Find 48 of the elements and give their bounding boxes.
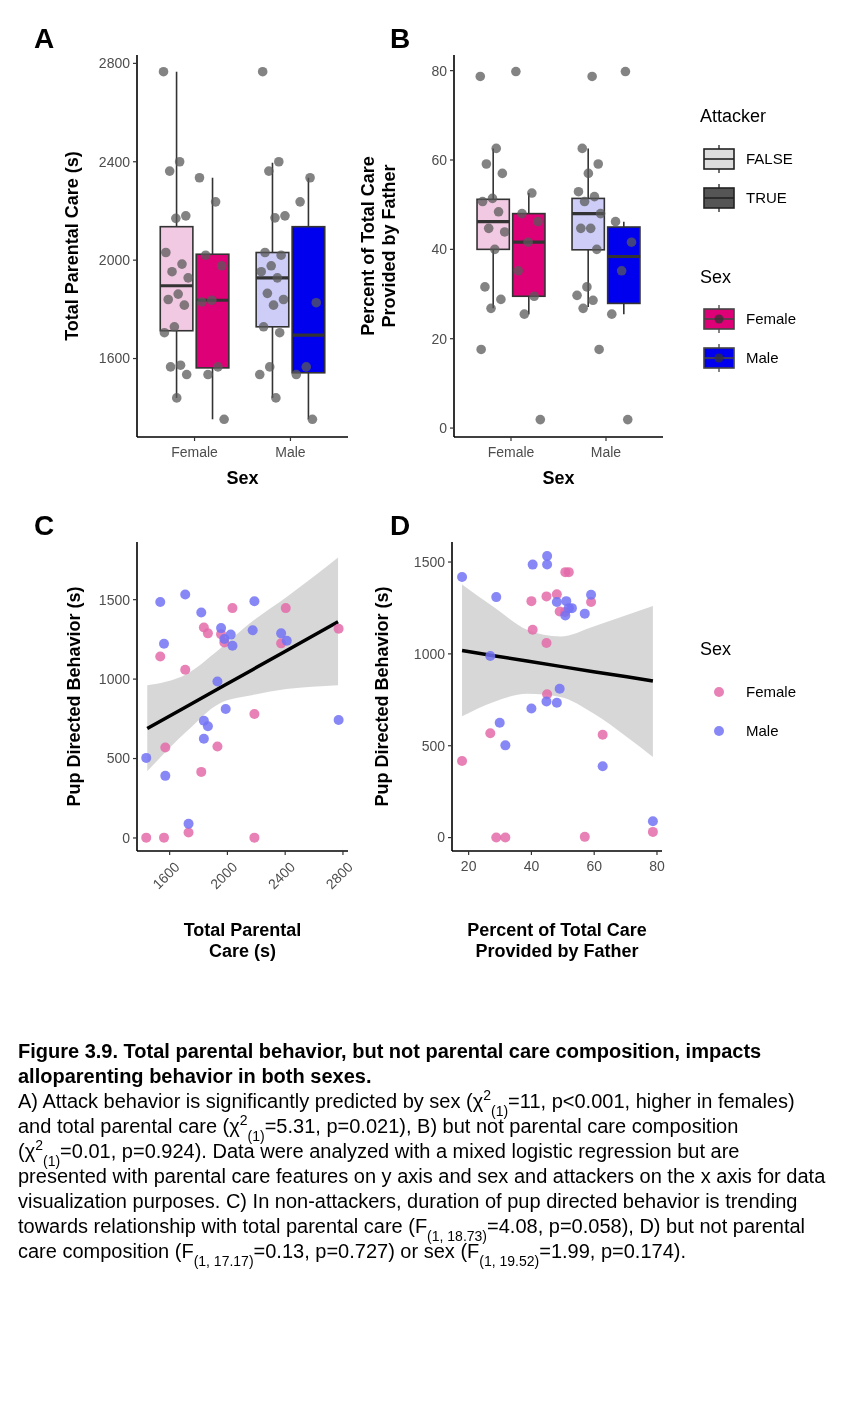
y-tick-label: 1000 [98,671,131,687]
category-label: Female [746,310,797,327]
y-tick-label: 1600 [98,350,131,367]
x-tick-label: 40 [523,858,540,874]
y-axis-title: Total Parental Care (s) [62,151,82,341]
x-tick-label: Female [487,444,535,460]
y-tick-label: 500 [421,737,446,754]
category-label: Male [746,349,779,366]
y-tick-label: 0 [437,829,446,846]
y-tick-label: 1500 [413,553,446,570]
y-tick-label: 500 [106,750,131,767]
y-axis-title: Pup Directed Behavior (s) [64,586,84,807]
y-tick-label: 2000 [98,252,131,269]
x-tick-label: Male [275,444,306,460]
y-tick-label: 2400 [98,153,131,170]
legend-label: Male [746,722,779,739]
y-axis-title: Percent of Total Care Provided by Father [357,156,399,336]
y-tick-label: 40 [431,241,448,258]
text: FALSE [746,150,793,167]
y-tick-label: 1000 [413,645,446,662]
text: TRUE [746,189,787,206]
x-axis-title: Total Parental Care (s) [183,920,302,961]
chart-title: C [34,510,55,541]
legend-title: Sex [700,639,732,659]
chart-title: B [390,23,411,54]
legend-title: Attacker [700,106,767,126]
x-axis-title: Sex [542,468,575,488]
x-tick-label: Male [590,444,622,460]
y-tick-label: 20 [431,330,448,347]
x-tick-label: 20 [460,858,477,874]
chart-title: D [390,510,411,541]
legend-label: Female [746,683,797,700]
x-tick-label: Female [171,444,219,460]
x-tick-label: 60 [586,858,603,874]
y-tick-label: 1500 [98,591,131,608]
y-axis-title: Pup Directed Behavior (s) [372,586,392,807]
y-tick-label: 0 [439,419,448,436]
x-tick-label: 80 [649,858,665,874]
x-axis-title: Sex [226,468,259,488]
x-axis-title: Percent of Total Care Provided by Father [467,920,647,961]
y-tick-label: 0 [122,829,131,846]
text: Sex [700,267,732,287]
text: Figure 3.9. Total parental behavior, but not parental care composition, impacts alloparenting behavior in both sexes. [18,1040,762,1087]
y-tick-label: 60 [431,151,448,168]
chart-title: A [34,23,55,54]
y-tick-label: 2800 [98,55,131,72]
y-tick-label: 80 [431,62,448,79]
text: A) Attack behavior is significantly predicted by sex (χ$^{2}$$_{(1)}$=11, p<0.001, higher in females) and total parental care (χ$^{2}$$_{(1)}$=5.31, p=0.021), B) but not parental care composition (χ$^{2}$$_{(1)}$=0.01, p=0.924). Data were analyzed with a mixed logistic regression but are presented with parental care features on y axis and sex and attackers on the x axis for data visualization purposes. C) In non-attackers, duration of pup directed behavior is trending towards relationship with total parental care (F$_{(1, 18.73)}$=4.08, p=0.058), D) but not parental care composition (F$_{(1, 17.17)}$=0.13, p=0.727) or sex (F$_{(1, 19.52)}$=1.99, p=0.174). [18,1087,826,1269]
